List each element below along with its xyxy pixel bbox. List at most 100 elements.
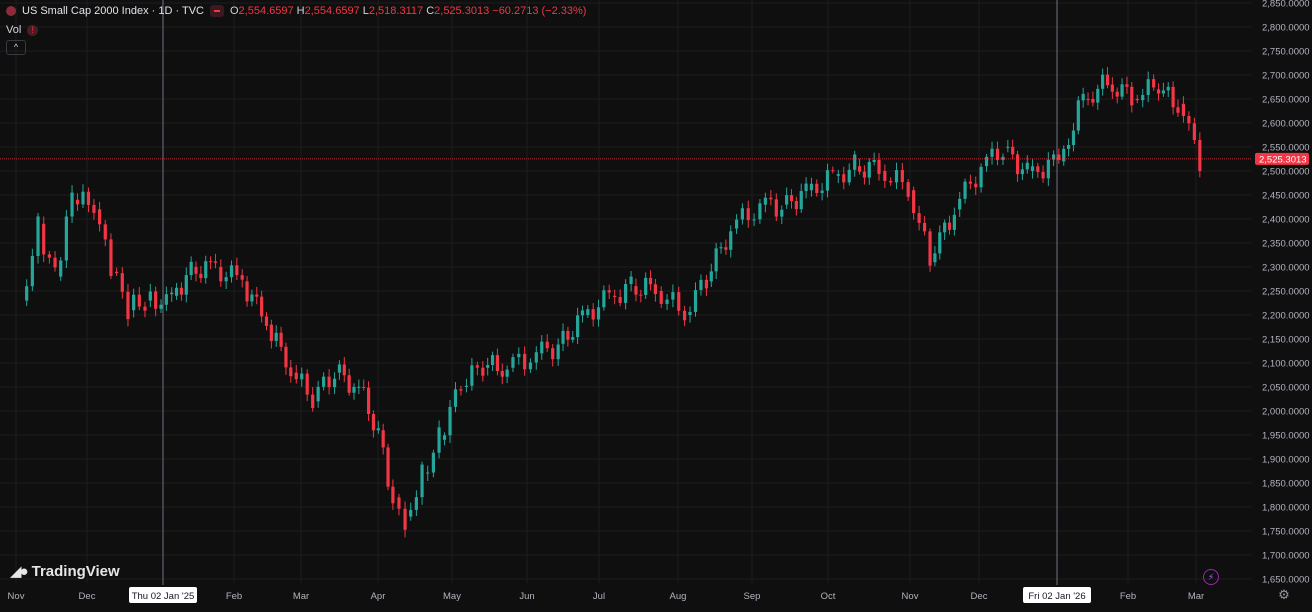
candle-body (799, 191, 803, 210)
x-tick-label: Jul (593, 591, 605, 602)
candle-body (1071, 130, 1076, 146)
collapse-legend-button[interactable]: ^ (6, 40, 26, 55)
x-tick-label: May (443, 591, 461, 602)
lightning-icon[interactable]: ⚡ (1203, 569, 1219, 585)
candle-body (279, 332, 283, 347)
candle-body (922, 222, 927, 232)
candle-body (677, 292, 681, 311)
symbol-logo-icon (6, 6, 16, 16)
candle-body (448, 406, 452, 436)
candle-body (294, 372, 298, 380)
candle-body (442, 435, 447, 440)
candle-body (634, 286, 638, 295)
candle-body (250, 294, 254, 302)
last-price-box (1255, 152, 1309, 165)
candle-body (159, 304, 163, 309)
y-tick-label: 2,850.0000 (1262, 0, 1310, 10)
candle-body (883, 171, 887, 181)
y-tick-label: 2,300.0000 (1262, 263, 1310, 274)
x-tick-label: Sep (744, 591, 761, 602)
candle-body (92, 204, 96, 213)
hide-legend-icon[interactable] (209, 5, 224, 17)
candle-body (481, 367, 485, 376)
candle-body (665, 299, 669, 304)
candle-body (862, 171, 867, 178)
candle-body (98, 209, 102, 225)
candle-body (580, 310, 585, 316)
candle-body (831, 170, 835, 172)
candle-body (769, 197, 773, 200)
x-tick-label: Mar (293, 591, 309, 602)
candle-body (235, 265, 239, 276)
warning-icon[interactable]: ! (27, 24, 39, 36)
candle-body (1125, 84, 1129, 87)
candle-body (490, 355, 495, 366)
candle-body (327, 376, 331, 388)
candle-body (1057, 154, 1061, 161)
x-tick-label: Mar (1188, 591, 1204, 602)
candle-body (1025, 162, 1029, 170)
candle-body (245, 281, 249, 302)
x-tick-label: Nov (8, 591, 25, 602)
candle-body (284, 346, 288, 368)
candle-body (240, 275, 244, 280)
candle-body (596, 307, 601, 320)
y-tick-label: 1,750.0000 (1262, 527, 1310, 538)
candle-body (709, 271, 713, 282)
candle-body (639, 294, 643, 296)
candle-body (362, 387, 366, 388)
settings-icon[interactable]: ⚙ (1278, 587, 1290, 602)
candle-body (164, 294, 168, 305)
candle-body (500, 370, 504, 377)
y-tick-label: 2,800.0000 (1262, 23, 1310, 34)
candle-body (1120, 84, 1124, 97)
y-tick-label: 2,700.0000 (1262, 71, 1310, 82)
candle-body (648, 277, 653, 285)
crosshair-date-label: Fri 02 Jan '26 (1028, 591, 1085, 602)
candle-body (729, 231, 733, 250)
candle-body (1052, 154, 1056, 160)
candle-body (540, 341, 544, 354)
candle-body (1101, 74, 1105, 89)
candle-body (1152, 79, 1156, 88)
candle-body (688, 311, 692, 315)
x-tick-label: Jun (519, 591, 534, 602)
candle-body (137, 294, 141, 307)
candle-body (836, 174, 840, 176)
candle-body (170, 292, 174, 295)
candle-body (42, 223, 46, 255)
candle-body (1076, 100, 1080, 131)
candle-body (979, 166, 983, 188)
candle-body (825, 170, 830, 191)
candle-body (644, 277, 648, 295)
candle-body (1130, 86, 1134, 106)
candle-body (36, 216, 40, 256)
candle-body (900, 169, 904, 183)
candle-body (409, 509, 413, 517)
candle-body (431, 452, 436, 473)
candle-body (534, 352, 538, 363)
candle-body (103, 224, 107, 240)
y-tick-label: 2,600.0000 (1262, 119, 1310, 130)
candle-body (505, 369, 509, 377)
y-tick-label: 1,900.0000 (1262, 455, 1310, 466)
candle-body (305, 373, 309, 395)
volume-legend: Vol ! (6, 24, 39, 36)
candle-body (974, 183, 978, 188)
candle-body (1046, 159, 1050, 179)
candle-body (1115, 91, 1119, 97)
candle-body (403, 508, 407, 530)
volume-label[interactable]: Vol (6, 24, 22, 36)
symbol-legend: US Small Cap 2000 Index · 1D · TVC O2,55… (6, 5, 586, 17)
symbol-title[interactable]: US Small Cap 2000 Index · 1D · TVC (22, 5, 204, 17)
candle-body (414, 497, 418, 510)
candle-body (300, 373, 304, 380)
y-tick-label: 2,550.0000 (1262, 143, 1310, 154)
candle-body (1001, 156, 1005, 160)
y-tick-label: 2,450.0000 (1262, 191, 1310, 202)
candle-body (653, 284, 657, 295)
candle-body (551, 348, 555, 360)
